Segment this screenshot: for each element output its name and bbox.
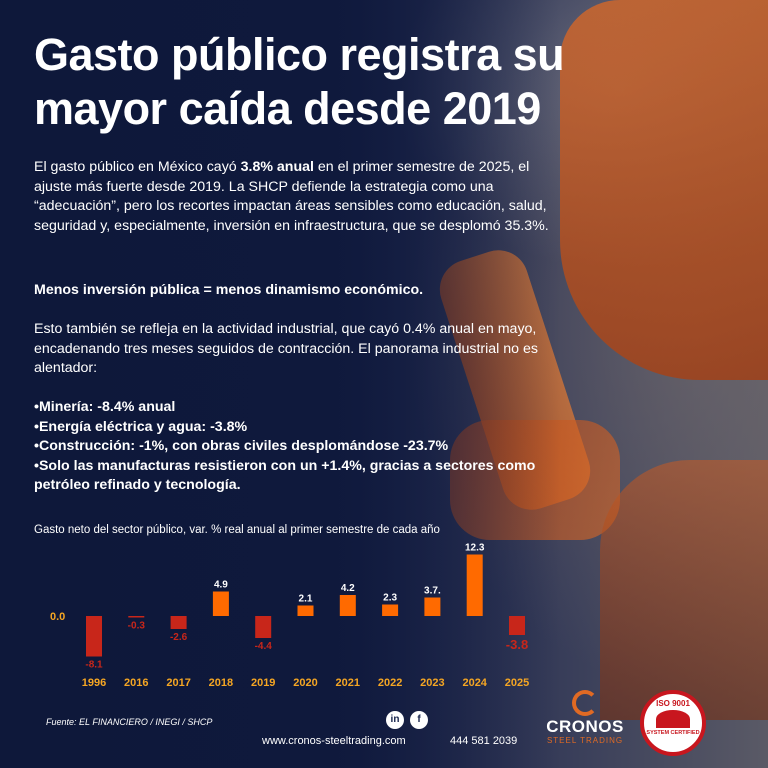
- data-label-2024: 12.3: [465, 543, 485, 554]
- iso-badge: ISO 9001 SYSTEM CERTIFIED: [640, 690, 706, 756]
- data-label-2018: 4.9: [214, 580, 228, 591]
- chart-title: Gasto neto del sector público, var. % re…: [34, 524, 440, 536]
- phone-number: 444 581 2039: [450, 735, 518, 747]
- brand-name: CRONOS: [546, 717, 624, 736]
- bar-2018: [212, 591, 229, 616]
- tick-label-2017: 2017: [166, 677, 190, 689]
- robot-arm-shape: [600, 460, 768, 720]
- bullet-item: Minería: -8.4% anual: [34, 398, 554, 418]
- zero-axis-label: 0.0: [50, 611, 65, 623]
- bar-2016: [128, 616, 145, 618]
- title-line-2: mayor caída desde 2019: [34, 83, 541, 134]
- website-link[interactable]: www.cronos-steeltrading.com: [262, 735, 406, 747]
- bar-2023: [424, 597, 441, 616]
- tick-label-2021: 2021: [336, 677, 360, 689]
- bar-2020: [297, 605, 314, 616]
- data-label-1996: -8.1: [85, 660, 103, 671]
- source-note: Fuente: EL FINANCIERO / INEGI / SHCP: [46, 717, 213, 727]
- cronos-logo-icon: [572, 690, 598, 716]
- industrial-paragraph: Esto también se refleja en la actividad …: [34, 321, 538, 376]
- bar-2017: [170, 616, 187, 629]
- bar-2021: [339, 595, 356, 616]
- robot-arm-shape: [560, 0, 768, 380]
- tick-label-2025: 2025: [505, 677, 529, 689]
- tick-label-2023: 2023: [420, 677, 444, 689]
- tick-label-2018: 2018: [209, 677, 233, 689]
- tick-label-2024: 2024: [462, 677, 487, 689]
- bar-chart: 0.0 -8.1 1996 -0.3 2016 -2.6 2017 4.9 2018 -4.4 20…: [50, 543, 529, 690]
- tick-label-2019: 2019: [251, 677, 275, 689]
- tick-label-2020: 2020: [293, 677, 317, 689]
- intro-highlight: 3.8% anual: [240, 159, 314, 175]
- data-label-2023: 3.7.: [424, 586, 441, 597]
- tick-label-2016: 2016: [124, 677, 148, 689]
- cronos-logo: CRONOS STEEL TRADING: [540, 690, 630, 745]
- intro-text-1: El gasto público en México cayó: [34, 159, 241, 175]
- data-label-2021: 4.2: [341, 583, 355, 594]
- iso-swoosh-icon: [656, 710, 690, 728]
- bullet-item: Construcción: -1%, con obras civiles des…: [34, 437, 554, 457]
- bar-2024: [466, 554, 483, 616]
- bullet-item: Energía eléctrica y agua: -3.8%: [34, 418, 554, 438]
- bar-1996: [86, 616, 102, 657]
- bar-2025: [509, 616, 525, 635]
- page-title: Gasto público registra su mayor caída de…: [34, 28, 734, 136]
- iso-certified-label: SYSTEM CERTIFIED: [646, 730, 700, 736]
- data-label-2017: -2.6: [170, 632, 188, 643]
- linkedin-icon[interactable]: in: [386, 711, 404, 729]
- emphasis-line: Menos inversión pública = menos dinamism…: [34, 282, 424, 298]
- bullet-list: Minería: -8.4% anual Energía eléctrica y…: [34, 398, 554, 496]
- iso-label: ISO 9001: [656, 699, 690, 708]
- tick-label-1996: 1996: [82, 677, 106, 689]
- intro-paragraph: El gasto público en México cayó 3.8% anu…: [34, 158, 554, 236]
- data-label-2019: -4.4: [255, 641, 273, 652]
- bullet-item: Solo las manufacturas resistieron con un…: [34, 457, 554, 496]
- facebook-icon[interactable]: f: [410, 711, 428, 729]
- tick-label-2022: 2022: [378, 677, 402, 689]
- brand-subtitle: STEEL TRADING: [546, 736, 624, 745]
- bar-2019: [255, 616, 272, 638]
- data-label-2020: 2.1: [299, 594, 313, 605]
- data-label-2022: 2.3: [383, 593, 397, 604]
- data-label-2025: -3.8: [506, 637, 528, 652]
- intro-text-2: en el primer semestre de 2025, el ajuste…: [34, 159, 549, 234]
- title-line-1: Gasto público registra su: [34, 29, 565, 80]
- bar-2022: [382, 604, 399, 616]
- data-label-2016: -0.3: [128, 621, 146, 632]
